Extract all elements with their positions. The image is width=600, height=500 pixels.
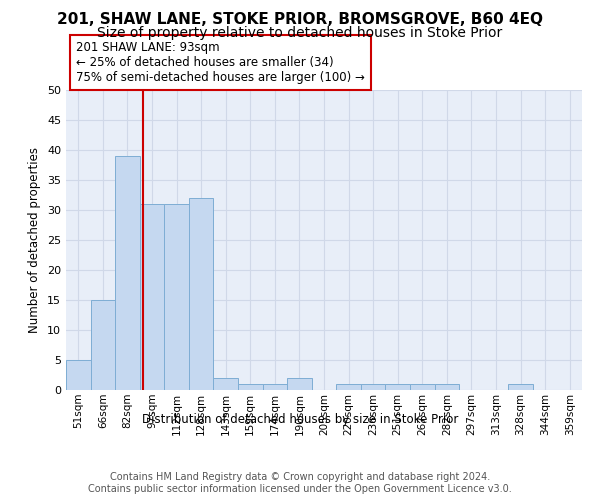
Bar xyxy=(140,204,164,390)
Bar xyxy=(263,384,287,390)
Bar xyxy=(287,378,312,390)
Bar xyxy=(115,156,140,390)
Text: Distribution of detached houses by size in Stoke Prior: Distribution of detached houses by size … xyxy=(142,412,458,426)
Bar xyxy=(164,204,189,390)
Bar xyxy=(361,384,385,390)
Text: 201 SHAW LANE: 93sqm
← 25% of detached houses are smaller (34)
75% of semi-detac: 201 SHAW LANE: 93sqm ← 25% of detached h… xyxy=(76,41,365,84)
Bar xyxy=(336,384,361,390)
Bar xyxy=(214,378,238,390)
Bar xyxy=(66,360,91,390)
Text: 201, SHAW LANE, STOKE PRIOR, BROMSGROVE, B60 4EQ: 201, SHAW LANE, STOKE PRIOR, BROMSGROVE,… xyxy=(57,12,543,28)
Bar xyxy=(238,384,263,390)
Bar xyxy=(434,384,459,390)
Bar xyxy=(91,300,115,390)
Bar xyxy=(385,384,410,390)
Bar xyxy=(508,384,533,390)
Y-axis label: Number of detached properties: Number of detached properties xyxy=(28,147,41,333)
Text: Contains HM Land Registry data © Crown copyright and database right 2024.
Contai: Contains HM Land Registry data © Crown c… xyxy=(88,472,512,494)
Bar xyxy=(189,198,214,390)
Bar xyxy=(410,384,434,390)
Text: Size of property relative to detached houses in Stoke Prior: Size of property relative to detached ho… xyxy=(97,26,503,40)
